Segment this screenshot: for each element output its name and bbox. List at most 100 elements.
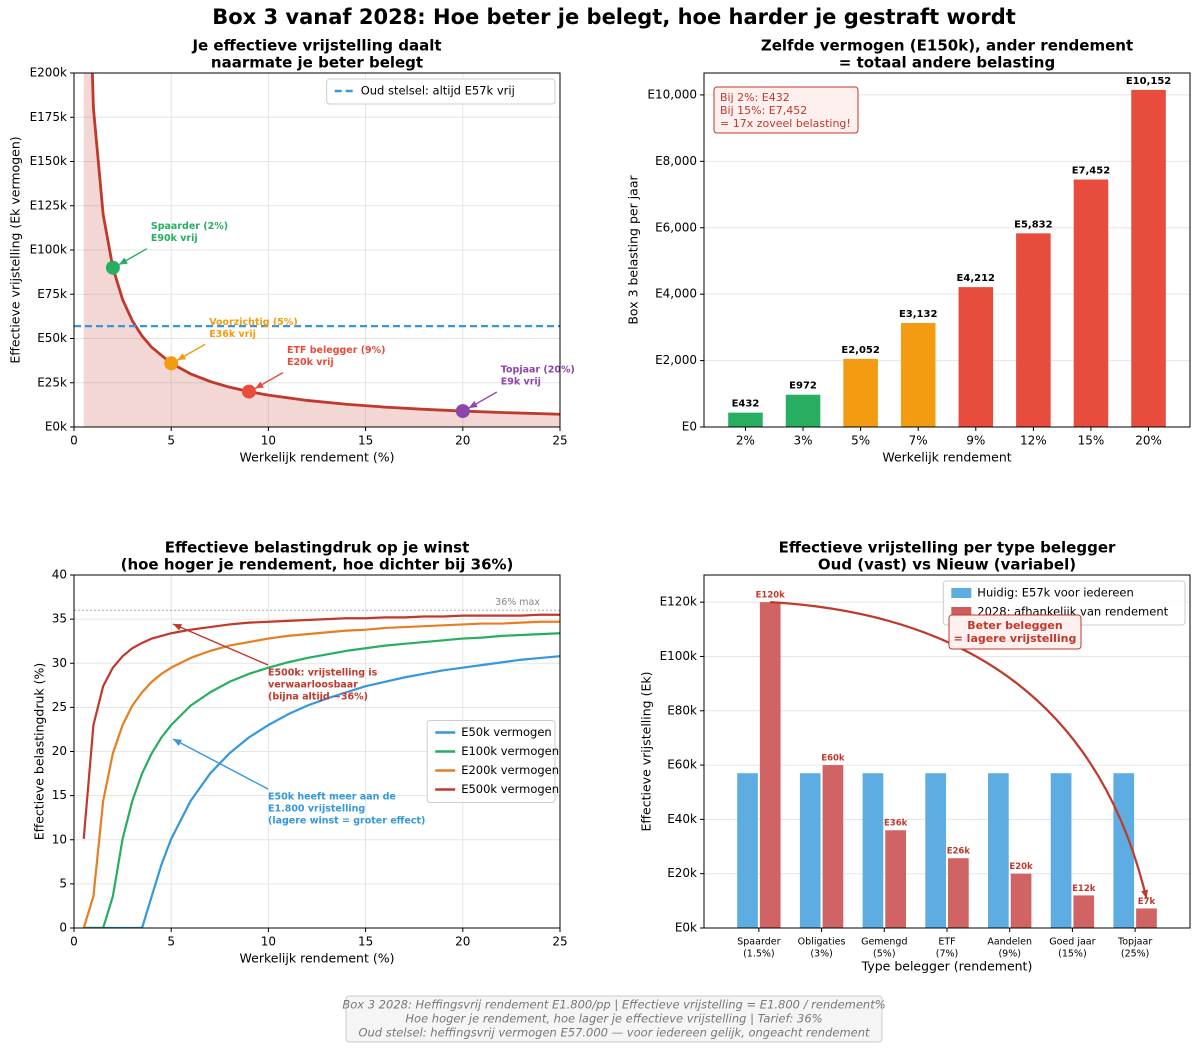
x-tick-label: 12% [1020,434,1047,448]
annotation-box [948,614,1082,650]
x-tick-label: Spaarder [737,937,780,948]
annotation: verwaarloosbaar [268,680,358,691]
arrow-head [1141,889,1148,899]
y-tick-label: 35 [52,612,67,626]
y-tick-label: E60k [667,758,697,772]
arrow [172,623,269,666]
y-tick-label: E4,000 [655,287,697,301]
line [83,632,560,928]
bar [1136,908,1157,928]
annotation: = 17x zoveel belasting! [720,117,851,130]
annotation: (lagere winst = groter effect) [268,816,425,827]
bar [988,773,1009,928]
y-tick-label: E0 [682,420,697,434]
point-label: E20k vrij [287,357,334,368]
arrow-head [173,739,182,746]
bar [1131,89,1166,427]
point-label: E36k vrij [209,329,256,340]
legend-swatch [951,607,972,617]
x-tick-label: Aandelen [987,937,1032,948]
value-label: E12k [1072,884,1096,894]
annotation: E500k: vrijstelling is [268,668,378,679]
x-tick-label: Goed jaar [1049,937,1095,948]
x-tick-label: (7%) [936,949,958,960]
annotation: = lagere vrijstelling [954,632,1077,645]
x-tick-label: 10 [261,434,276,448]
y-tick-label: E200k [30,66,67,80]
bar [885,830,906,928]
y-tick-label: 15 [52,788,67,802]
footer-text: Box 3 2028: Heffingsvrij rendement E1.80… [342,998,885,1012]
arrow-head [173,624,182,631]
y-tick-label: 0 [59,921,67,935]
y-tick-label: E25k [37,375,67,389]
x-tick-label: 0 [70,935,78,949]
plot-frame [703,574,1191,929]
y-tick-label: E50k [37,331,67,345]
annotation: Bij 15%: E7,452 [720,104,807,117]
bar [759,602,781,928]
x-tick-label: 15 [358,935,373,949]
footer-box [345,995,883,1043]
x-tick-label: 2% [736,434,755,448]
value-label: E5,832 [1014,219,1053,230]
y-tick-label: E2,000 [655,353,697,367]
x-tick-label: Obligaties [798,937,846,948]
point-label: Topjaar (20%) [501,365,575,376]
x-axis-label: Werkelijk rendement [882,450,1011,465]
plot-area [82,613,560,928]
highlight-point [241,384,256,399]
value-label: E10,152 [1126,76,1171,87]
legend-label: E50k vermogen [461,725,552,739]
value-label: E120k [756,591,786,601]
x-tick-label: 5% [851,434,870,448]
point-label: Voorzichtig (5%) [209,317,297,328]
annotation-box [713,86,859,134]
chart-title: Je effectieve vrijstelling daalt [191,37,441,55]
x-axis-label: Type belegger (rendement) [861,959,1033,974]
y-tick-label: 40 [52,568,67,582]
y-tick-label: 20 [52,744,67,758]
highlight-point [164,356,179,371]
x-tick-label: 25 [552,935,567,949]
annotation: Bij 2%: E432 [720,91,790,104]
x-tick-label: 15 [358,434,373,448]
y-tick-label: E175k [30,110,67,124]
arrow-head [468,400,478,409]
bar [958,287,994,427]
arrow-head [177,353,187,361]
x-tick-label: 15% [1078,434,1105,448]
highlight-point [455,404,470,419]
legend-label: E500k vermogen [461,782,559,796]
bar [1016,233,1051,427]
y-tick-label: E0k [675,921,697,935]
y-axis-label: Box 3 belasting per jaar [626,175,641,325]
x-tick-label: 3% [794,434,813,448]
bar [948,858,969,928]
annotation: E1.800 vrijstelling [268,804,365,815]
y-tick-label: E120k [660,595,697,609]
x-tick-label: 5 [167,935,175,949]
x-tick-label: (3%) [810,949,832,960]
bar [799,773,821,928]
x-tick-label: Gemengd [861,937,907,948]
annotation: (bijna altijd ~36%) [268,692,368,703]
bar [1050,773,1072,928]
bar [1010,873,1032,928]
y-tick-label: E125k [30,198,67,212]
chart-title: naarmate je beter belegt [211,54,423,72]
plot-frame [703,72,1191,428]
x-axis-label: Werkelijk rendement (%) [240,951,395,966]
footer-text: Oud stelsel: heffingsvrij vermogen E57.0… [358,1026,870,1040]
bar [822,765,844,928]
arrow [172,738,269,790]
value-label: E26k [947,847,971,857]
line [82,613,560,839]
value-label: E36k [884,819,908,829]
line [83,655,560,928]
bar [1073,895,1095,928]
point-label: E9k vrij [501,377,541,388]
x-tick-label: (25%) [1121,949,1150,960]
x-tick-label: 9% [966,434,985,448]
